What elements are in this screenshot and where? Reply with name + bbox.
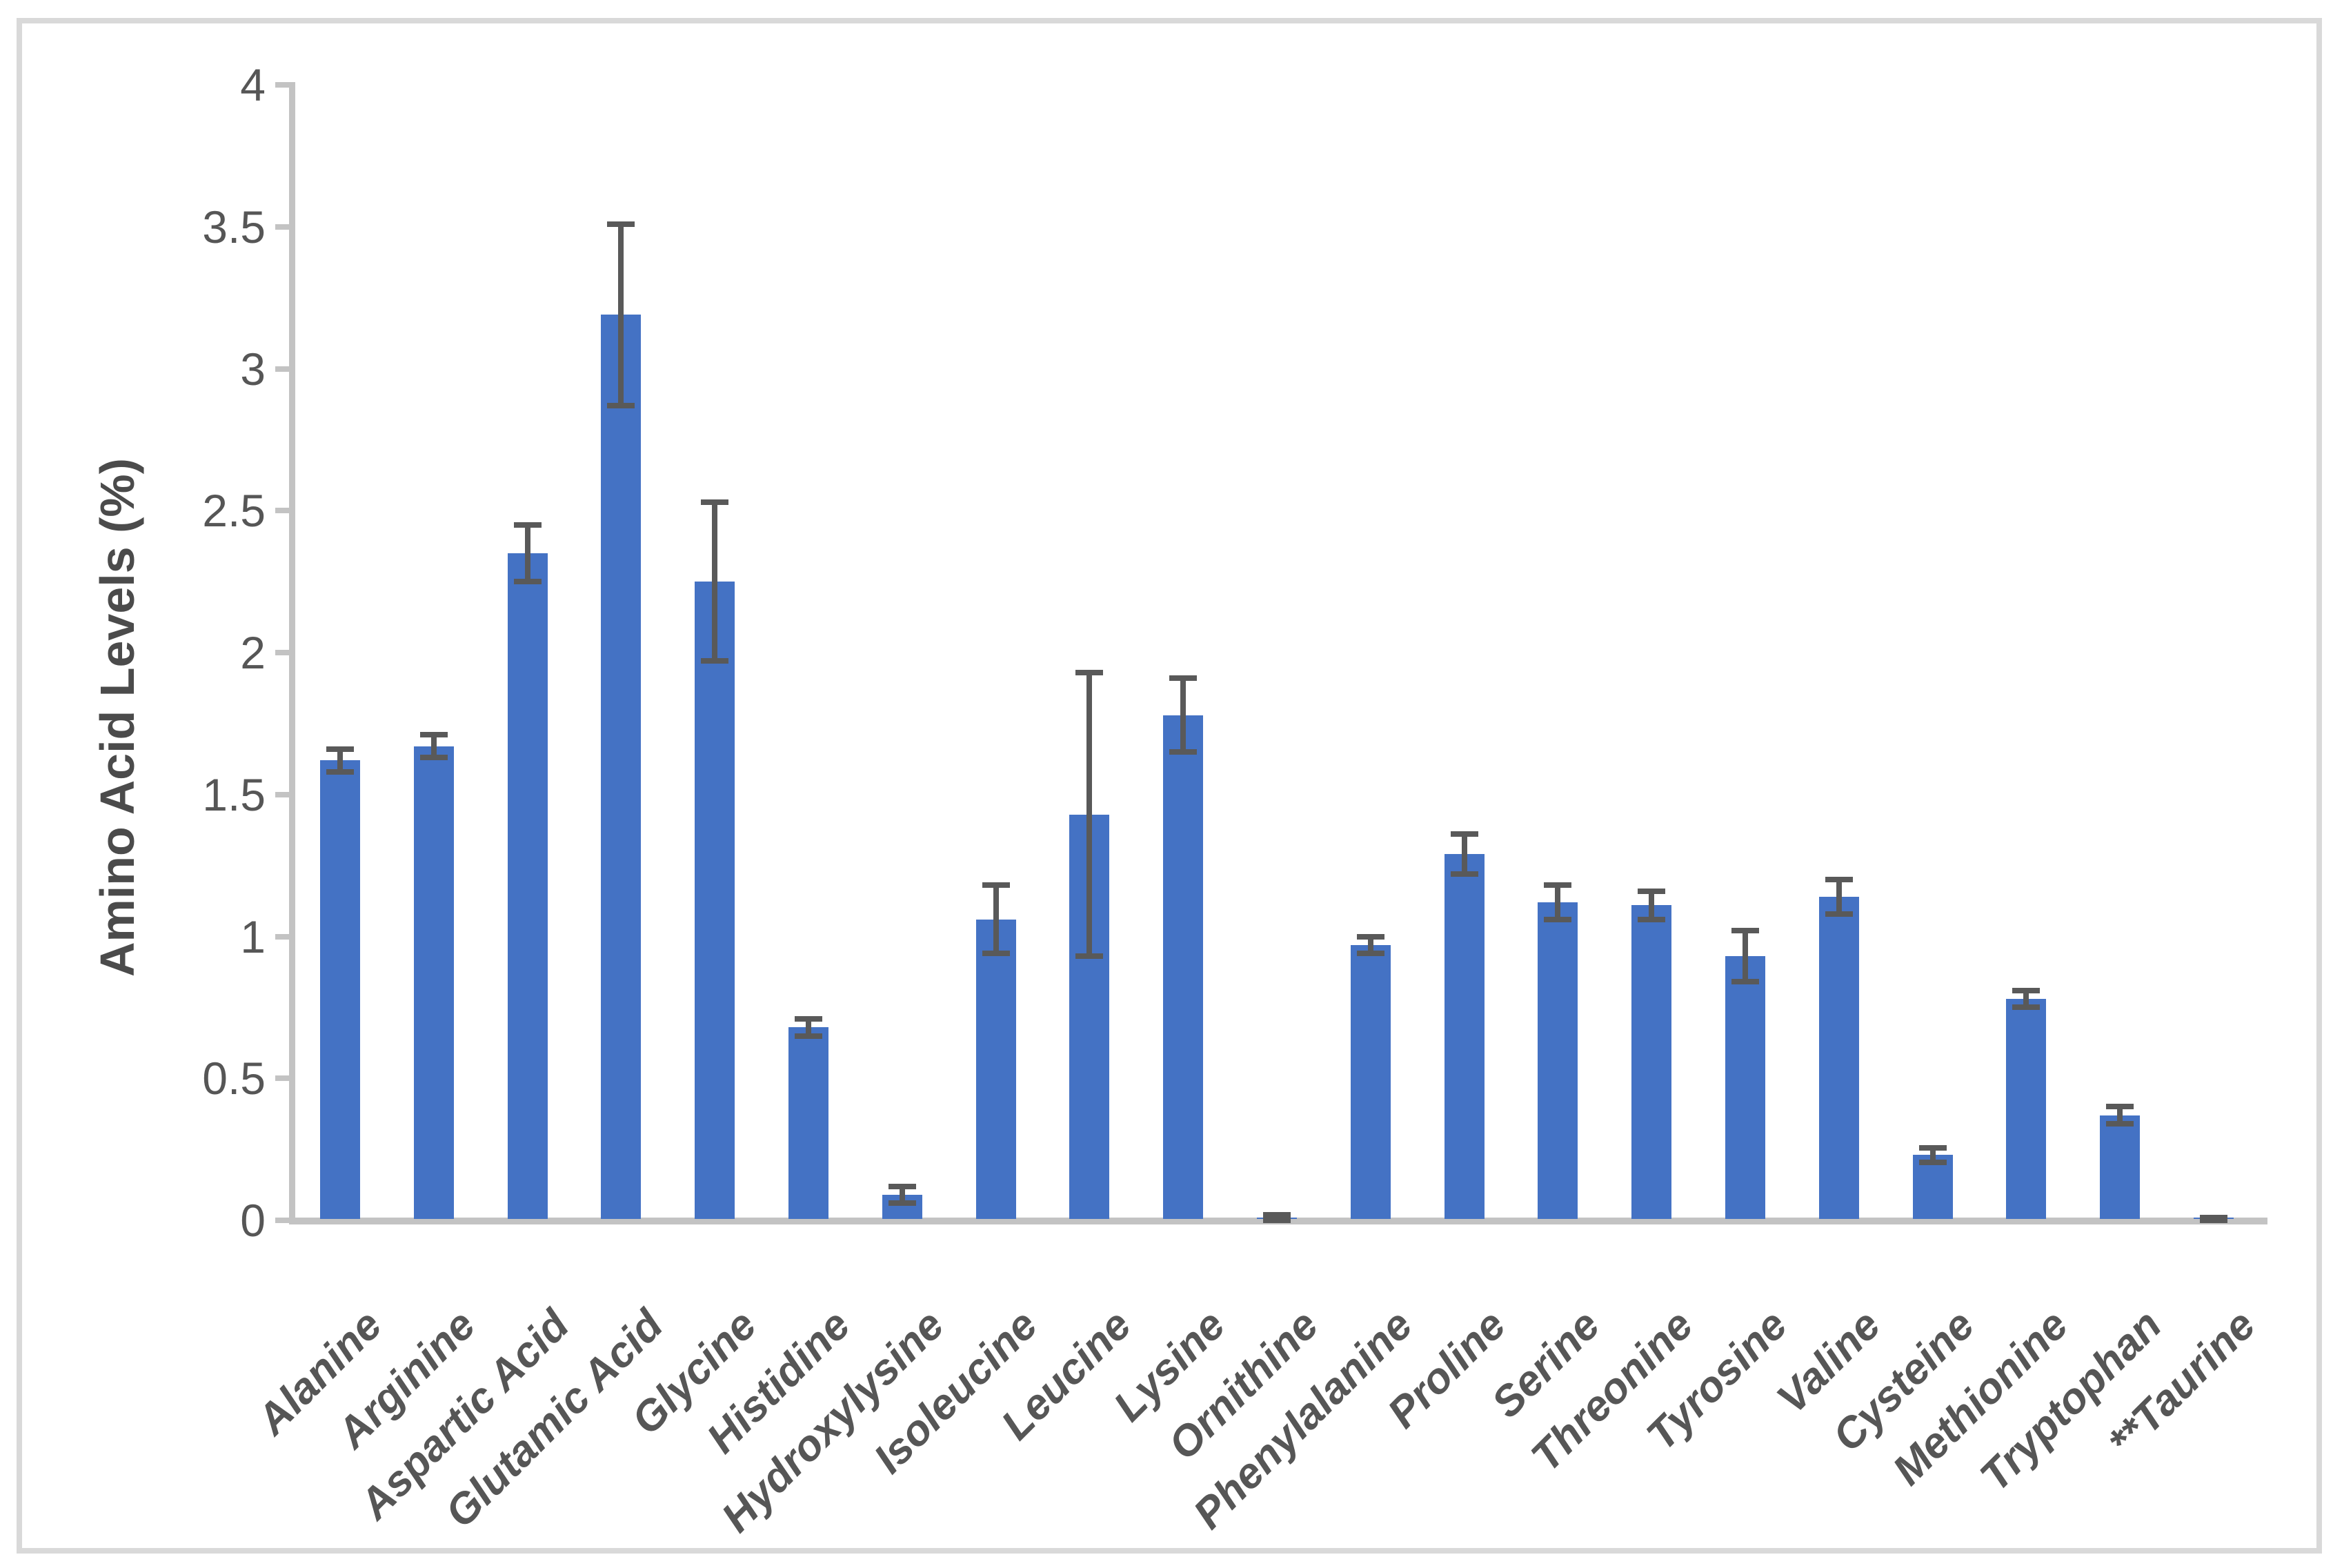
- bar: [1912, 1155, 1953, 1219]
- bar: [319, 760, 360, 1219]
- error-bar-cap-top: [607, 221, 635, 227]
- error-bar-cap-bottom: [607, 402, 635, 408]
- error-bar-cap-bottom: [1731, 979, 1759, 985]
- error-bar-line: [1180, 678, 1187, 753]
- error-bar-cap-bottom: [326, 768, 354, 775]
- error-bar-cap-bottom: [513, 579, 542, 585]
- error-bar-cap-bottom: [1918, 1159, 1947, 1165]
- error-bar-cap-top: [1075, 669, 1104, 675]
- error-bar-cap-top: [1544, 882, 1572, 889]
- error-bar-cap-top: [1825, 877, 1853, 883]
- error-bar-cap-top: [1450, 831, 1478, 837]
- error-bar-line: [712, 502, 718, 662]
- error-bar-cap-bottom: [2199, 1218, 2227, 1223]
- y-tick-label: 0.5: [202, 1053, 266, 1104]
- y-tick-mark: [275, 508, 295, 514]
- error-bar-line: [618, 224, 624, 406]
- error-bar-cap-top: [1356, 933, 1384, 940]
- error-bar-cap-bottom: [2106, 1121, 2134, 1127]
- y-tick-mark: [275, 791, 295, 797]
- error-bar-line: [1086, 672, 1093, 957]
- error-bar-cap-bottom: [1356, 951, 1384, 957]
- bar: [1538, 902, 1578, 1219]
- y-tick-mark: [275, 933, 295, 940]
- y-tick-mark: [275, 366, 295, 372]
- error-bar-line: [1742, 931, 1748, 982]
- error-bar-line: [1836, 880, 1842, 914]
- error-bar-line: [993, 885, 999, 954]
- y-tick-label: 0: [240, 1195, 266, 1246]
- error-bar-cap-top: [326, 746, 354, 752]
- error-bar-line: [1555, 885, 1561, 920]
- error-bar-cap-top: [701, 499, 729, 505]
- error-bar-cap-top: [513, 522, 542, 528]
- error-bar-cap-top: [2012, 987, 2041, 993]
- bar: [1163, 715, 1204, 1219]
- error-bar-line: [1929, 1148, 1936, 1162]
- y-tick-label: 2: [240, 627, 266, 678]
- error-bar-cap-bottom: [1169, 749, 1198, 755]
- chart-frame-border: [17, 18, 2322, 1554]
- y-tick-mark: [275, 1218, 295, 1223]
- error-bar-line: [1461, 834, 1467, 874]
- y-tick-mark: [275, 82, 295, 88]
- y-tick-mark: [275, 224, 295, 230]
- y-tick-mark: [275, 650, 295, 655]
- error-bar-cap-bottom: [701, 658, 729, 664]
- bar: [975, 919, 1016, 1219]
- error-bar-cap-bottom: [1075, 953, 1104, 960]
- error-bar-line: [430, 735, 437, 758]
- y-tick-label: 4: [240, 59, 266, 110]
- error-bar-cap-bottom: [1262, 1218, 1291, 1223]
- bar: [1818, 896, 1859, 1219]
- error-bar-cap-top: [1262, 1211, 1291, 1218]
- error-bar-cap-bottom: [1638, 916, 1666, 922]
- error-bar-cap-top: [1169, 675, 1198, 682]
- y-tick-mark: [275, 1075, 295, 1082]
- y-tick-label: 3: [240, 343, 266, 395]
- bar: [601, 315, 642, 1219]
- error-bar-cap-bottom: [1450, 871, 1478, 877]
- error-bar-cap-bottom: [419, 755, 448, 761]
- y-tick-label: 1: [240, 911, 266, 962]
- error-bar-cap-top: [2106, 1104, 2134, 1110]
- error-bar-cap-top: [419, 732, 448, 738]
- y-tick-label: 3.5: [202, 201, 266, 252]
- error-bar-line: [337, 748, 343, 772]
- error-bar-cap-top: [2199, 1214, 2227, 1220]
- error-bar-cap-bottom: [1544, 916, 1572, 922]
- error-bar-cap-bottom: [982, 951, 1010, 957]
- error-bar-cap-top: [982, 882, 1010, 889]
- bar: [695, 582, 735, 1219]
- y-tick-label: 1.5: [202, 768, 266, 820]
- error-bar-cap-bottom: [888, 1200, 916, 1207]
- bar: [1350, 944, 1391, 1219]
- error-bar-line: [899, 1186, 905, 1204]
- bar: [2100, 1115, 2141, 1219]
- bar: [788, 1027, 828, 1219]
- bar: [1725, 956, 1765, 1219]
- error-bar-cap-top: [888, 1183, 916, 1189]
- error-bar-cap-bottom: [2012, 1004, 2041, 1011]
- error-bar-line: [1367, 936, 1373, 954]
- error-bar-cap-top: [794, 1015, 822, 1022]
- error-bar-cap-top: [1731, 928, 1759, 934]
- error-bar-line: [805, 1018, 811, 1036]
- error-bar-line: [1649, 891, 1655, 920]
- bar: [413, 746, 454, 1219]
- error-bar-line: [524, 524, 530, 582]
- error-bar-cap-bottom: [794, 1033, 822, 1039]
- error-bar-cap-top: [1638, 888, 1666, 894]
- error-bar-line: [2023, 990, 2029, 1008]
- bar: [1444, 854, 1485, 1219]
- error-bar-cap-bottom: [1825, 911, 1853, 917]
- y-tick-label: 2.5: [202, 485, 266, 537]
- error-bar-line: [2117, 1106, 2123, 1124]
- bar: [1631, 905, 1672, 1219]
- error-bar-cap-top: [1918, 1145, 1947, 1151]
- error-bar-line: [1273, 1214, 1280, 1220]
- bar: [2006, 999, 2047, 1219]
- bar: [507, 553, 548, 1219]
